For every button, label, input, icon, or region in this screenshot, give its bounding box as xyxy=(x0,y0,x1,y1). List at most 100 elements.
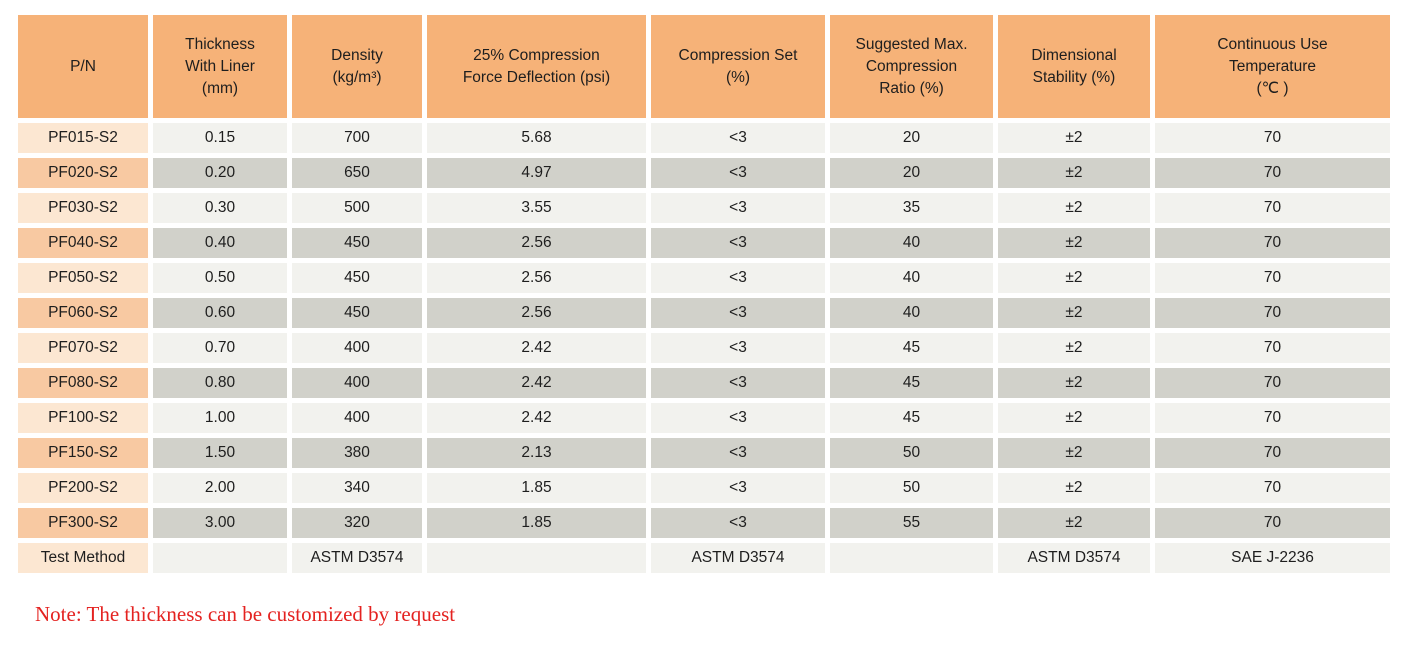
spec-value-cell: <3 xyxy=(651,158,825,188)
spec-value-cell: 55 xyxy=(830,508,993,538)
spec-value-cell: 0.40 xyxy=(153,228,287,258)
spec-value-cell: 400 xyxy=(292,403,422,433)
spec-value-cell: 45 xyxy=(830,368,993,398)
spec-value-cell: 40 xyxy=(830,263,993,293)
row-label-cell: PF015-S2 xyxy=(18,123,148,153)
column-header-thickness_with_liner: Thickness With Liner (mm) xyxy=(153,15,287,118)
column-header-pn: P/N xyxy=(18,15,148,118)
spec-value-cell: ±2 xyxy=(998,228,1150,258)
spec-value-cell: 500 xyxy=(292,193,422,223)
spec-value-cell: ±2 xyxy=(998,298,1150,328)
spec-value-cell: 2.42 xyxy=(427,333,646,363)
spec-value-cell: 20 xyxy=(830,158,993,188)
spec-value-cell: 4.97 xyxy=(427,158,646,188)
row-label-cell: PF060-S2 xyxy=(18,298,148,328)
spec-value-cell: 20 xyxy=(830,123,993,153)
spec-value-cell: 3.00 xyxy=(153,508,287,538)
spec-value-cell: 700 xyxy=(292,123,422,153)
spec-value-cell: 5.68 xyxy=(427,123,646,153)
spec-value-cell: ±2 xyxy=(998,508,1150,538)
spec-value-cell: 50 xyxy=(830,438,993,468)
spec-value-cell: <3 xyxy=(651,123,825,153)
column-header-density: Density (kg/m³) xyxy=(292,15,422,118)
column-header-compression_set: Compression Set (%) xyxy=(651,15,825,118)
spec-value-cell xyxy=(153,543,287,573)
column-header-dimensional_stability: Dimensional Stability (%) xyxy=(998,15,1150,118)
spec-value-cell: <3 xyxy=(651,473,825,503)
spec-value-cell: <3 xyxy=(651,193,825,223)
spec-value-cell: 45 xyxy=(830,403,993,433)
row-label-cell: PF300-S2 xyxy=(18,508,148,538)
spec-value-cell: 0.50 xyxy=(153,263,287,293)
spec-value-cell: <3 xyxy=(651,403,825,433)
spec-table: P/N Thickness With Liner (mm) Density (kg/… xyxy=(18,15,1390,573)
spec-value-cell: 1.85 xyxy=(427,473,646,503)
spec-value-cell: 0.15 xyxy=(153,123,287,153)
row-label-cell: PF030-S2 xyxy=(18,193,148,223)
spec-value-cell xyxy=(830,543,993,573)
spec-value-cell: <3 xyxy=(651,508,825,538)
spec-value-cell: 1.50 xyxy=(153,438,287,468)
row-label-cell: PF070-S2 xyxy=(18,333,148,363)
spec-value-cell: 400 xyxy=(292,368,422,398)
row-label-cell: PF080-S2 xyxy=(18,368,148,398)
spec-value-cell: 450 xyxy=(292,228,422,258)
spec-value-cell: ±2 xyxy=(998,123,1150,153)
spec-value-cell: <3 xyxy=(651,333,825,363)
spec-value-cell: 450 xyxy=(292,263,422,293)
spec-value-cell: 320 xyxy=(292,508,422,538)
column-header-continuous_use_temperature: Continuous Use Temperature (℃ ) xyxy=(1155,15,1390,118)
spec-value-cell: 2.13 xyxy=(427,438,646,468)
spec-value-cell: 70 xyxy=(1155,298,1390,328)
spec-value-cell: 3.55 xyxy=(427,193,646,223)
spec-value-cell: 0.20 xyxy=(153,158,287,188)
spec-value-cell: ±2 xyxy=(998,263,1150,293)
spec-value-cell: ±2 xyxy=(998,438,1150,468)
column-header-compression_force_deflection: 25% Compression Force Deflection (psi) xyxy=(427,15,646,118)
spec-value-cell: 400 xyxy=(292,333,422,363)
spec-value-cell: 2.00 xyxy=(153,473,287,503)
thickness-note: Note: The thickness can be customized by… xyxy=(35,602,456,626)
spec-value-cell: 70 xyxy=(1155,508,1390,538)
spec-value-cell: ±2 xyxy=(998,333,1150,363)
spec-value-cell: 2.56 xyxy=(427,298,646,328)
spec-value-cell: 2.56 xyxy=(427,263,646,293)
spec-value-cell: 0.30 xyxy=(153,193,287,223)
spec-value-cell: 2.56 xyxy=(427,228,646,258)
spec-value-cell: 1.85 xyxy=(427,508,646,538)
column-header-max_compression_ratio: Suggested Max. Compression Ratio (%) xyxy=(830,15,993,118)
row-label-cell: PF020-S2 xyxy=(18,158,148,188)
spec-value-cell: <3 xyxy=(651,228,825,258)
row-label-cell: PF040-S2 xyxy=(18,228,148,258)
spec-value-cell: ±2 xyxy=(998,158,1150,188)
spec-value-cell xyxy=(427,543,646,573)
spec-value-cell: 70 xyxy=(1155,228,1390,258)
spec-value-cell: 450 xyxy=(292,298,422,328)
spec-value-cell: 70 xyxy=(1155,333,1390,363)
row-label-cell: PF150-S2 xyxy=(18,438,148,468)
spec-value-cell: ±2 xyxy=(998,473,1150,503)
spec-value-cell: 380 xyxy=(292,438,422,468)
spec-value-cell: 70 xyxy=(1155,473,1390,503)
row-label-cell: PF050-S2 xyxy=(18,263,148,293)
spec-value-cell: ASTM D3574 xyxy=(998,543,1150,573)
spec-value-cell: ASTM D3574 xyxy=(292,543,422,573)
spec-value-cell: 2.42 xyxy=(427,403,646,433)
spec-value-cell: ±2 xyxy=(998,193,1150,223)
spec-value-cell: 70 xyxy=(1155,158,1390,188)
spec-value-cell: 70 xyxy=(1155,403,1390,433)
spec-value-cell: 70 xyxy=(1155,263,1390,293)
row-label-cell: Test Method xyxy=(18,543,148,573)
spec-value-cell: 45 xyxy=(830,333,993,363)
spec-value-cell: 2.42 xyxy=(427,368,646,398)
spec-value-cell: 40 xyxy=(830,298,993,328)
spec-value-cell: 70 xyxy=(1155,368,1390,398)
spec-value-cell: 0.60 xyxy=(153,298,287,328)
row-label-cell: PF100-S2 xyxy=(18,403,148,433)
spec-value-cell: 70 xyxy=(1155,123,1390,153)
spec-value-cell: ASTM D3574 xyxy=(651,543,825,573)
spec-value-cell: 50 xyxy=(830,473,993,503)
spec-value-cell: 0.70 xyxy=(153,333,287,363)
spec-value-cell: 340 xyxy=(292,473,422,503)
